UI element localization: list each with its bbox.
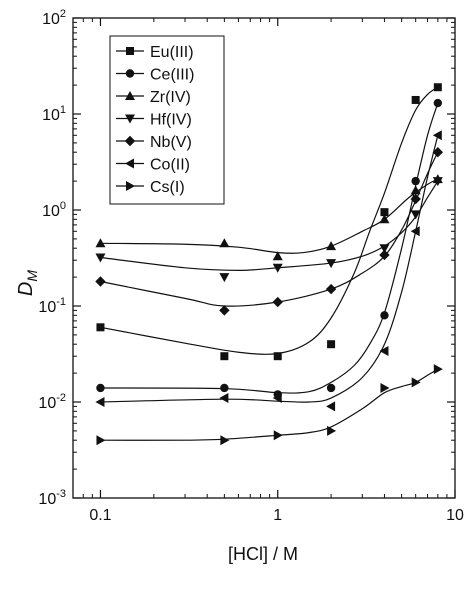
point-eu-iii xyxy=(273,352,282,361)
point-ce-iii xyxy=(411,176,420,186)
x-tick-label: 10 xyxy=(446,507,464,524)
point-zr-iv xyxy=(379,214,390,224)
point-zr-iv xyxy=(326,241,337,251)
legend-marker-eu-iii xyxy=(126,47,134,55)
legend-label-co-ii: Co(II) xyxy=(150,157,190,174)
point-hf-iv xyxy=(326,259,337,269)
point-hf-iv xyxy=(432,177,443,187)
y-tick-label: 10-2 xyxy=(38,392,66,412)
point-co-ii xyxy=(326,401,336,412)
legend-marker-zr-iv xyxy=(125,91,135,100)
y-tick-label-base: 10 xyxy=(42,107,60,124)
y-tick-label: 100 xyxy=(42,200,66,220)
y-tick-label-exponent: -1 xyxy=(56,296,66,308)
point-zr-iv xyxy=(272,251,283,261)
point-ce-iii xyxy=(433,98,443,108)
point-ce-iii xyxy=(96,383,105,393)
legend-box xyxy=(109,35,225,205)
point-ce-iii xyxy=(326,383,336,393)
point-cs-i xyxy=(327,425,337,436)
point-nb-v xyxy=(379,249,390,261)
legend-marker-co-ii xyxy=(125,158,134,169)
y-axis-label-subscript: M xyxy=(24,270,40,282)
data-points xyxy=(95,83,444,446)
point-hf-iv xyxy=(379,244,390,254)
y-tick-label-base: 10 xyxy=(42,203,60,220)
x-tick-label: 0.1 xyxy=(89,507,111,524)
curve-cs-i xyxy=(100,368,439,441)
point-cs-i xyxy=(220,435,230,446)
legend-marker-ce-iii xyxy=(125,69,135,78)
point-cs-i xyxy=(433,364,443,375)
point-co-ii xyxy=(272,393,282,404)
legend-label-ce-iii: Ce(III) xyxy=(150,67,194,84)
y-tick-label-base: 10 xyxy=(38,395,56,412)
y-tick-label-base: 10 xyxy=(42,11,60,28)
y-tick-label-base: 10 xyxy=(38,299,56,316)
point-zr-iv xyxy=(95,238,106,248)
point-zr-iv xyxy=(219,238,230,248)
point-co-ii xyxy=(95,397,105,407)
point-eu-iii xyxy=(96,323,105,332)
point-eu-iii xyxy=(411,95,420,104)
legend-label-cs-i: Cs(I) xyxy=(150,179,185,196)
y-tick-label: 10-1 xyxy=(38,296,66,316)
point-nb-v xyxy=(272,296,283,308)
point-nb-v xyxy=(325,283,337,295)
x-tick-label: 1 xyxy=(273,507,282,524)
point-nb-v xyxy=(95,276,106,287)
legend: Eu(III) Ce(III) Zr(IV) Hf(IV) Nb(V) Co(II) Cs(… xyxy=(109,35,225,205)
point-co-ii xyxy=(379,345,389,356)
point-hf-iv xyxy=(272,263,283,273)
point-co-ii xyxy=(410,226,420,237)
point-ce-iii xyxy=(220,383,229,393)
legend-marker-hf-iv xyxy=(125,114,135,124)
point-cs-i xyxy=(411,377,421,388)
point-hf-iv xyxy=(219,273,230,283)
plot-frame xyxy=(72,17,456,499)
curve-co-ii xyxy=(100,135,439,403)
y-axis-label-main: D xyxy=(15,282,37,296)
legend-marker-nb-v xyxy=(124,135,136,147)
x-axis-label: [HCl] / M xyxy=(228,544,298,564)
point-nb-v xyxy=(432,147,444,158)
y-tick-label-exponent: 1 xyxy=(60,104,66,116)
y-tick-label: 10-3 xyxy=(38,488,66,508)
point-ce-iii xyxy=(380,311,389,320)
point-eu-iii xyxy=(380,208,389,217)
legend-label-zr-iv: Zr(IV) xyxy=(150,89,191,106)
point-co-ii xyxy=(432,130,442,141)
point-hf-iv xyxy=(410,210,421,220)
point-nb-v xyxy=(410,193,421,205)
point-zr-iv xyxy=(410,185,421,195)
y-tick-label-exponent: -2 xyxy=(56,392,66,404)
point-eu-iii xyxy=(220,352,229,361)
point-cs-i xyxy=(380,382,390,393)
y-axis-label: DM xyxy=(15,270,40,296)
y-tick-label-base: 10 xyxy=(38,491,56,508)
point-cs-i xyxy=(96,435,106,446)
point-eu-iii xyxy=(327,340,336,349)
y-tick-label: 102 xyxy=(42,8,66,28)
legend-label-eu-iii: Eu(III) xyxy=(150,44,194,61)
point-hf-iv xyxy=(95,253,106,263)
y-tick-label-exponent: 0 xyxy=(60,200,66,212)
curve-eu-iii xyxy=(100,86,439,355)
legend-label-hf-iv: Hf(IV) xyxy=(150,112,192,129)
legend-marker-cs-i xyxy=(126,181,135,191)
y-tick-label-exponent: -3 xyxy=(56,488,66,500)
y-tick-label-exponent: 2 xyxy=(60,8,66,20)
legend-label-nb-v: Nb(V) xyxy=(150,134,192,151)
point-eu-iii xyxy=(433,83,442,92)
point-cs-i xyxy=(273,430,283,441)
point-co-ii xyxy=(219,393,229,404)
point-nb-v xyxy=(219,305,230,316)
y-tick-label: 101 xyxy=(42,104,66,124)
